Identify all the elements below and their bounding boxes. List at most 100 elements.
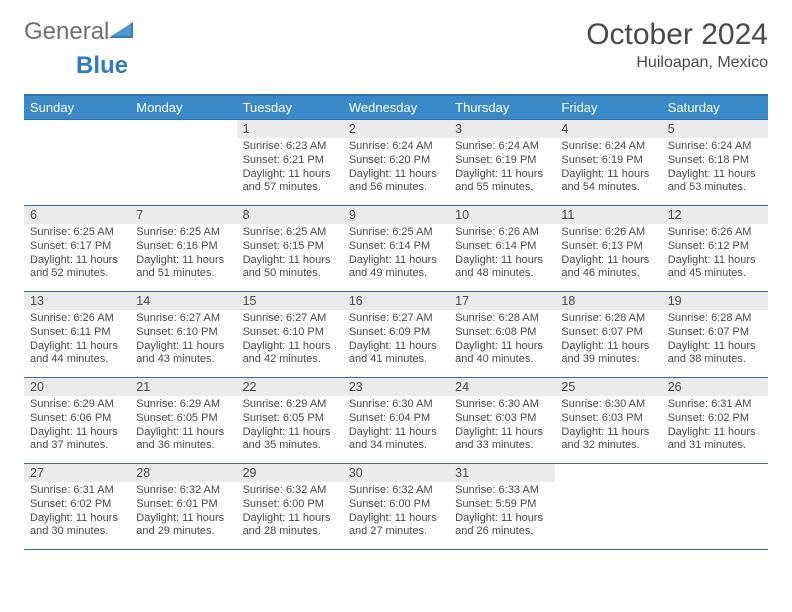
- day-details: Sunrise: 6:24 AMSunset: 6:18 PMDaylight:…: [662, 138, 768, 199]
- day-number: 10: [449, 206, 555, 224]
- day-number: 27: [24, 464, 130, 482]
- weekday-mon: Monday: [130, 95, 236, 120]
- day-number: 19: [662, 292, 768, 310]
- sunset-line: Sunset: 6:01 PM: [136, 498, 217, 510]
- day-number: 13: [24, 292, 130, 310]
- day-details: Sunrise: 6:28 AM Sunset: 6:08 PM Daylight:…: [449, 310, 555, 371]
- calendar-cell: [24, 120, 130, 206]
- sunset-line: Sunset: 6:08 PM: [455, 326, 536, 338]
- calendar-cell: 9Sunrise: 6:25 AMSunset: 6:14 PMDaylight…: [343, 206, 449, 292]
- weekday-tue: Tuesday: [237, 95, 343, 120]
- daylight-line: Daylight: 11 hours and 45 minutes.: [668, 254, 756, 280]
- day-details: Sunrise: 6:26 AM Sunset: 6:12 PM Daylight:…: [662, 224, 768, 285]
- empty-cell: [555, 464, 661, 482]
- day-details: Sunrise: 6:25 AM Sunset: 6:16 PM Daylight:…: [130, 224, 236, 285]
- day-number: 1: [237, 120, 343, 138]
- sunset-line: Sunset: 6:16 PM: [136, 240, 217, 252]
- day-details: Sunrise: 6:24 AMSunset: 6:20 PMDaylight:…: [343, 138, 449, 199]
- day-details: Sunrise: 6:25 AMSunset: 6:15 PMDaylight:…: [237, 224, 343, 285]
- daylight-line: Daylight: 11 hours and 33 minutes.: [455, 426, 543, 452]
- day-details: Sunrise: 6:27 AMSunset: 6:10 PMDaylight:…: [237, 310, 343, 371]
- calendar-row: 1 Sunrise: 6:23 AM Sunset: 6:21 PM Daylight…: [24, 120, 768, 206]
- sunrise-line: Sunrise: 6:33 AM: [455, 484, 539, 496]
- day-details: Sunrise: 6:30 AMSunset: 6:03 PMDaylight:…: [555, 396, 661, 457]
- calendar-cell: 6Sunrise: 6:25 AMSunset: 6:17 PMDaylight…: [24, 206, 130, 292]
- calendar-cell: 8Sunrise: 6:25 AMSunset: 6:15 PMDaylight…: [237, 206, 343, 292]
- empty-cell: [130, 120, 236, 138]
- sunrise-line: Sunrise: 6:26 AM: [30, 312, 114, 324]
- calendar-cell: 25Sunrise: 6:30 AMSunset: 6:03 PMDayligh…: [555, 378, 661, 464]
- day-number: 17: [449, 292, 555, 310]
- daylight-line: Daylight: 11 hours and 28 minutes.: [243, 512, 331, 538]
- sunset-line: Sunset: 6:14 PM: [349, 240, 430, 252]
- day-details: Sunrise: 6:24 AMSunset: 6:19 PMDaylight:…: [555, 138, 661, 199]
- sunrise-line: Sunrise: 6:27 AM: [136, 312, 220, 324]
- day-number: 22: [237, 378, 343, 396]
- day-number: 9: [343, 206, 449, 224]
- sunset-line: Sunset: 6:19 PM: [455, 154, 536, 166]
- day-details: Sunrise: 6:29 AMSunset: 6:05 PMDaylight:…: [130, 396, 236, 457]
- sunrise-line: Sunrise: 6:28 AM: [455, 312, 539, 324]
- day-number: 29: [237, 464, 343, 482]
- sunrise-line: Sunrise: 6:23 AM: [243, 140, 327, 152]
- sunrise-line: Sunrise: 6:25 AM: [243, 226, 327, 238]
- day-number: 26: [662, 378, 768, 396]
- day-details: Sunrise: 6:25 AM Sunset: 6:17 PM Daylight:…: [24, 224, 130, 285]
- daylight-line: Daylight: 11 hours and 51 minutes.: [136, 254, 224, 280]
- calendar-cell: 17 Sunrise: 6:28 AM Sunset: 6:08 PM Dayligh…: [449, 292, 555, 378]
- calendar-cell: 31Sunrise: 6:33 AMSunset: 5:59 PMDayligh…: [449, 464, 555, 550]
- sunset-line: Sunset: 6:07 PM: [668, 326, 749, 338]
- day-details: Sunrise: 6:32 AMSunset: 6:01 PMDaylight:…: [130, 482, 236, 543]
- daylight-line: Daylight: 11 hours and 40 minutes.: [455, 340, 543, 366]
- sunrise-line: Sunrise: 6:25 AM: [30, 226, 114, 238]
- sunrise-line: Sunrise: 6:31 AM: [668, 398, 752, 410]
- daylight-line: Daylight: 11 hours and 57 minutes.: [243, 168, 331, 194]
- sunrise-line: Sunrise: 6:24 AM: [561, 140, 645, 152]
- brand-logo: General: [24, 18, 137, 46]
- sunset-line: Sunset: 6:21 PM: [243, 154, 324, 166]
- sunrise-line: Sunrise: 6:24 AM: [349, 140, 433, 152]
- daylight-line: Daylight: 11 hours and 30 minutes.: [30, 512, 118, 538]
- sunrise-line: Sunrise: 6:26 AM: [668, 226, 752, 238]
- sunset-line: Sunset: 6:00 PM: [349, 498, 430, 510]
- sunset-line: Sunset: 6:12 PM: [668, 240, 749, 252]
- day-details: Sunrise: 6:30 AMSunset: 6:03 PMDaylight:…: [449, 396, 555, 457]
- sunrise-line: Sunrise: 6:29 AM: [136, 398, 220, 410]
- sunset-line: Sunset: 5:59 PM: [455, 498, 536, 510]
- brand-triangle-icon: [109, 20, 135, 45]
- sunset-line: Sunset: 6:17 PM: [30, 240, 111, 252]
- calendar-cell: 30Sunrise: 6:32 AMSunset: 6:00 PMDayligh…: [343, 464, 449, 550]
- title-block: October 2024 Huiloapan, Mexico: [586, 18, 768, 72]
- daylight-line: Daylight: 11 hours and 52 minutes.: [30, 254, 118, 280]
- weekday-sun: Sunday: [24, 95, 130, 120]
- sunset-line: Sunset: 6:15 PM: [243, 240, 324, 252]
- daylight-line: Daylight: 11 hours and 31 minutes.: [668, 426, 756, 452]
- sunset-line: Sunset: 6:00 PM: [243, 498, 324, 510]
- sunset-line: Sunset: 6:10 PM: [136, 326, 217, 338]
- sunset-line: Sunset: 6:18 PM: [668, 154, 749, 166]
- day-details: Sunrise: 6:26 AMSunset: 6:14 PMDaylight:…: [449, 224, 555, 285]
- sunrise-line: Sunrise: 6:27 AM: [243, 312, 327, 324]
- calendar-cell: 1 Sunrise: 6:23 AM Sunset: 6:21 PM Daylight…: [237, 120, 343, 206]
- daylight-line: Daylight: 11 hours and 29 minutes.: [136, 512, 224, 538]
- daylight-line: Daylight: 11 hours and 41 minutes.: [349, 340, 437, 366]
- day-number: 5: [662, 120, 768, 138]
- sunset-line: Sunset: 6:14 PM: [455, 240, 536, 252]
- weekday-thu: Thursday: [449, 95, 555, 120]
- daylight-line: Daylight: 11 hours and 26 minutes.: [455, 512, 543, 538]
- sunrise-line: Sunrise: 6:25 AM: [136, 226, 220, 238]
- weekday-sat: Saturday: [662, 95, 768, 120]
- day-details: Sunrise: 6:25 AMSunset: 6:14 PMDaylight:…: [343, 224, 449, 285]
- daylight-line: Daylight: 11 hours and 32 minutes.: [561, 426, 649, 452]
- sunrise-line: Sunrise: 6:32 AM: [349, 484, 433, 496]
- calendar-cell: 24Sunrise: 6:30 AMSunset: 6:03 PMDayligh…: [449, 378, 555, 464]
- calendar-cell: 2Sunrise: 6:24 AMSunset: 6:20 PMDaylight…: [343, 120, 449, 206]
- sunrise-line: Sunrise: 6:32 AM: [243, 484, 327, 496]
- day-number: 18: [555, 292, 661, 310]
- sunrise-line: Sunrise: 6:24 AM: [668, 140, 752, 152]
- sunrise-line: Sunrise: 6:30 AM: [455, 398, 539, 410]
- day-number: 28: [130, 464, 236, 482]
- sunrise-line: Sunrise: 6:26 AM: [455, 226, 539, 238]
- sunset-line: Sunset: 6:04 PM: [349, 412, 430, 424]
- day-details: Sunrise: 6:27 AMSunset: 6:09 PMDaylight:…: [343, 310, 449, 371]
